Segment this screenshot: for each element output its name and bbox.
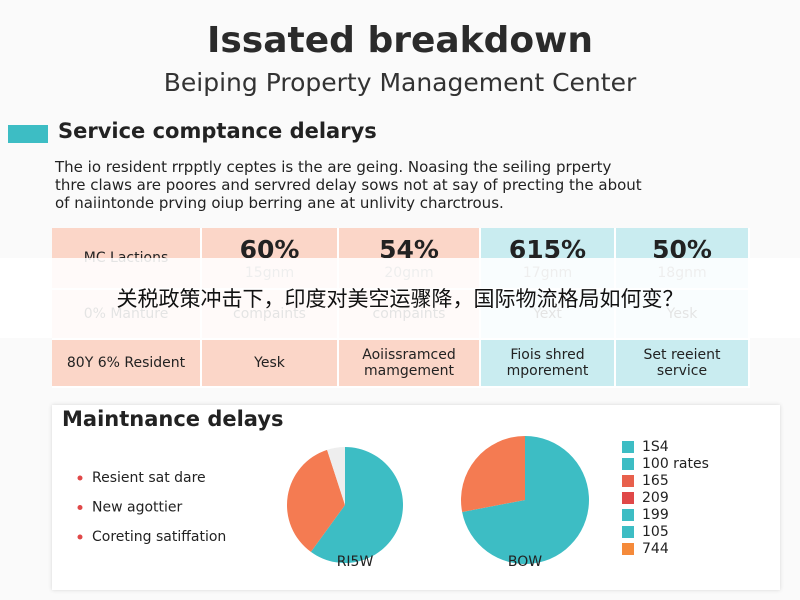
banner: 关税政策冲击下，印度对美空运骤降，国际物流格局如何变？	[0, 258, 800, 338]
table-cell: Fiois shred mporement	[481, 340, 616, 388]
paragraph-line: of naiintonde prving oiup berring ane at…	[55, 194, 504, 212]
pie-label: RI5W	[337, 554, 374, 570]
cell-text: Set reeient	[643, 347, 721, 363]
legend-label: 165	[642, 473, 669, 489]
cell-text: Aoiissramced	[362, 347, 456, 363]
paragraph: The io resident rrpptly ceptes is the ar…	[55, 158, 642, 212]
bullet-dot	[77, 475, 83, 481]
title: Issated breakdown	[206, 20, 594, 61]
bullet-dot	[77, 505, 83, 510]
legend-swatch	[622, 526, 634, 538]
cell-text: mamgement	[364, 363, 454, 379]
legend-swatch	[622, 475, 634, 487]
table-cell: Aoiissramced mamgement	[339, 340, 481, 388]
cell-text: service	[656, 363, 708, 379]
subtitle: Beiping Property Management Center	[163, 68, 637, 97]
legend-label: 1S4	[642, 439, 669, 455]
bullet-text: Coreting satiffation	[92, 529, 226, 545]
legend-label: 199	[642, 507, 669, 523]
bullet-dot	[77, 534, 83, 540]
legend-swatch	[622, 543, 634, 555]
pie-slice	[460, 436, 525, 512]
legend-swatch	[622, 441, 634, 453]
pie-label: BOW	[508, 554, 542, 570]
table-cell: Set reeient service	[616, 340, 750, 388]
pie-slice	[327, 447, 345, 505]
pie-slice	[310, 447, 403, 563]
legend-label: 105	[642, 524, 669, 540]
cell-text: 80Y 6% Resident	[66, 355, 186, 371]
paragraph-line: The io resident rrpptly ceptes is the ar…	[55, 158, 612, 176]
bullet-text: New agottier	[92, 500, 182, 516]
cell-text: Fiois shred	[510, 347, 585, 363]
paragraph-line: thre claws are poores and servred delay …	[55, 176, 642, 194]
cell-text: mporement	[506, 363, 589, 379]
section-marker	[8, 125, 48, 143]
legend-swatch	[622, 492, 634, 504]
legend-swatch	[622, 509, 634, 521]
pie-slice	[462, 436, 589, 564]
table-cell: Yesk	[202, 340, 339, 388]
legend-label: 100 rates	[642, 456, 709, 472]
cell-text: Yesk	[254, 355, 285, 371]
legend-label: 209	[642, 490, 669, 506]
bullet-text: Resient sat dare	[92, 470, 206, 486]
section-heading: Service comptance delarys	[58, 119, 377, 143]
legend-swatch	[622, 458, 634, 470]
pie-slice	[287, 449, 345, 552]
table-cell: 80Y 6% Resident	[52, 340, 202, 388]
panel	[52, 405, 780, 590]
panel-heading: Maintnance delays	[62, 407, 284, 431]
legend-label: 744	[642, 541, 669, 557]
